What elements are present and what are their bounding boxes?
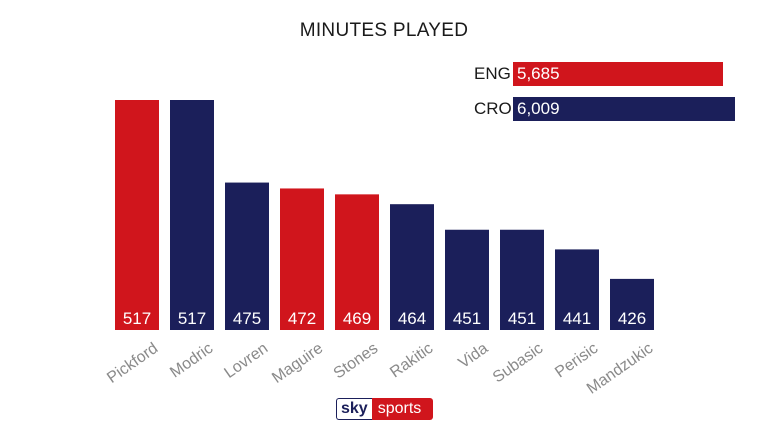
value-label-lovren: 475 bbox=[233, 309, 261, 328]
total-value-cro: 6,009 bbox=[517, 99, 560, 118]
value-label-pickford: 517 bbox=[123, 309, 151, 328]
category-label-pickford: Pickford bbox=[104, 340, 161, 387]
category-label-maguire: Maguire bbox=[269, 340, 326, 387]
total-bar-eng: 5,685 bbox=[513, 62, 723, 86]
category-label-perisic: Perisic bbox=[552, 340, 601, 381]
value-label-stones: 469 bbox=[343, 309, 371, 328]
total-code-cro: CRO bbox=[474, 99, 512, 118]
category-label-rakitic: Rakitic bbox=[387, 340, 436, 381]
chart-title: MINUTES PLAYED bbox=[299, 20, 469, 41]
value-label-mandzukic: 426 bbox=[618, 309, 646, 328]
category-label-modric: Modric bbox=[167, 340, 216, 381]
bar-maguire bbox=[280, 188, 324, 330]
bar-perisic bbox=[555, 249, 599, 330]
bar-modric bbox=[170, 100, 214, 330]
total-value-eng: 5,685 bbox=[517, 64, 560, 83]
total-row-eng: ENG 5,685 bbox=[474, 62, 723, 86]
bar-subasic bbox=[500, 229, 544, 330]
sky-sports-logo: sky sports bbox=[336, 398, 433, 420]
total-code-eng: ENG bbox=[474, 64, 511, 83]
logo-sky: sky bbox=[336, 398, 372, 420]
category-label-vida: Vida bbox=[456, 340, 492, 372]
total-row-cro: CRO 6,009 bbox=[474, 97, 735, 121]
value-label-modric: 517 bbox=[178, 309, 206, 328]
bar-vida bbox=[445, 229, 489, 330]
total-bar-cro: 6,009 bbox=[513, 97, 735, 121]
value-label-maguire: 472 bbox=[288, 309, 316, 328]
bar-mandzukic bbox=[610, 278, 654, 330]
bar-pickford bbox=[115, 100, 159, 330]
category-label-lovren: Lovren bbox=[221, 340, 271, 382]
value-label-perisic: 441 bbox=[563, 309, 591, 328]
category-label-subasic: Subasic bbox=[490, 340, 546, 387]
bar-stones bbox=[335, 194, 379, 330]
value-label-rakitic: 464 bbox=[398, 309, 426, 328]
value-label-vida: 451 bbox=[453, 309, 481, 328]
bar-lovren bbox=[225, 182, 269, 330]
bar-rakitic bbox=[390, 204, 434, 330]
logo-sports: sports bbox=[371, 398, 433, 420]
category-label-stones: Stones bbox=[331, 340, 382, 382]
value-label-subasic: 451 bbox=[508, 309, 536, 328]
